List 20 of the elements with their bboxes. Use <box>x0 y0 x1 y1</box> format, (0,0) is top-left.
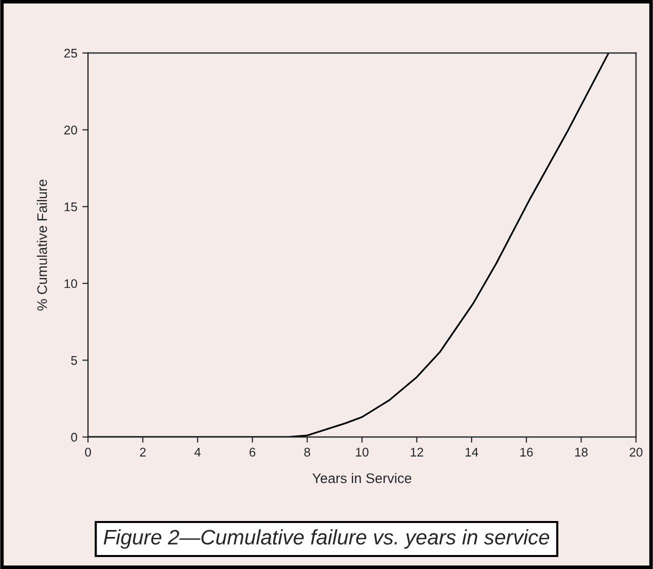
y-tick-label: 10 <box>64 279 78 288</box>
x-axis-title: Years in Service <box>312 472 412 484</box>
y-tick-label: 5 <box>71 356 78 365</box>
x-tick-label: 8 <box>304 448 310 457</box>
y-tick-label: 0 <box>71 432 78 442</box>
x-tick-label: 14 <box>466 448 478 456</box>
x-tick-label: 12 <box>410 448 424 456</box>
x-tick-label: 18 <box>575 448 588 457</box>
caption: Figure 2—Cumulative failure vs. years in service <box>104 529 550 549</box>
x-tick-label: 6 <box>250 448 256 457</box>
y-tick-label: 15 <box>64 202 78 212</box>
y-axis-title: % Cumulative Failure <box>36 180 48 310</box>
x-tick-label: 2 <box>140 448 146 456</box>
x-tick-label: 4 <box>194 448 201 456</box>
x-tick-label: 16 <box>520 448 533 457</box>
x-tick-label: 10 <box>356 448 368 457</box>
x-tick-label: 20 <box>630 448 642 457</box>
y-tick-label: 25 <box>64 48 78 58</box>
x-tick-label: 0 <box>85 448 91 457</box>
y-tick-label: 20 <box>64 126 78 134</box>
